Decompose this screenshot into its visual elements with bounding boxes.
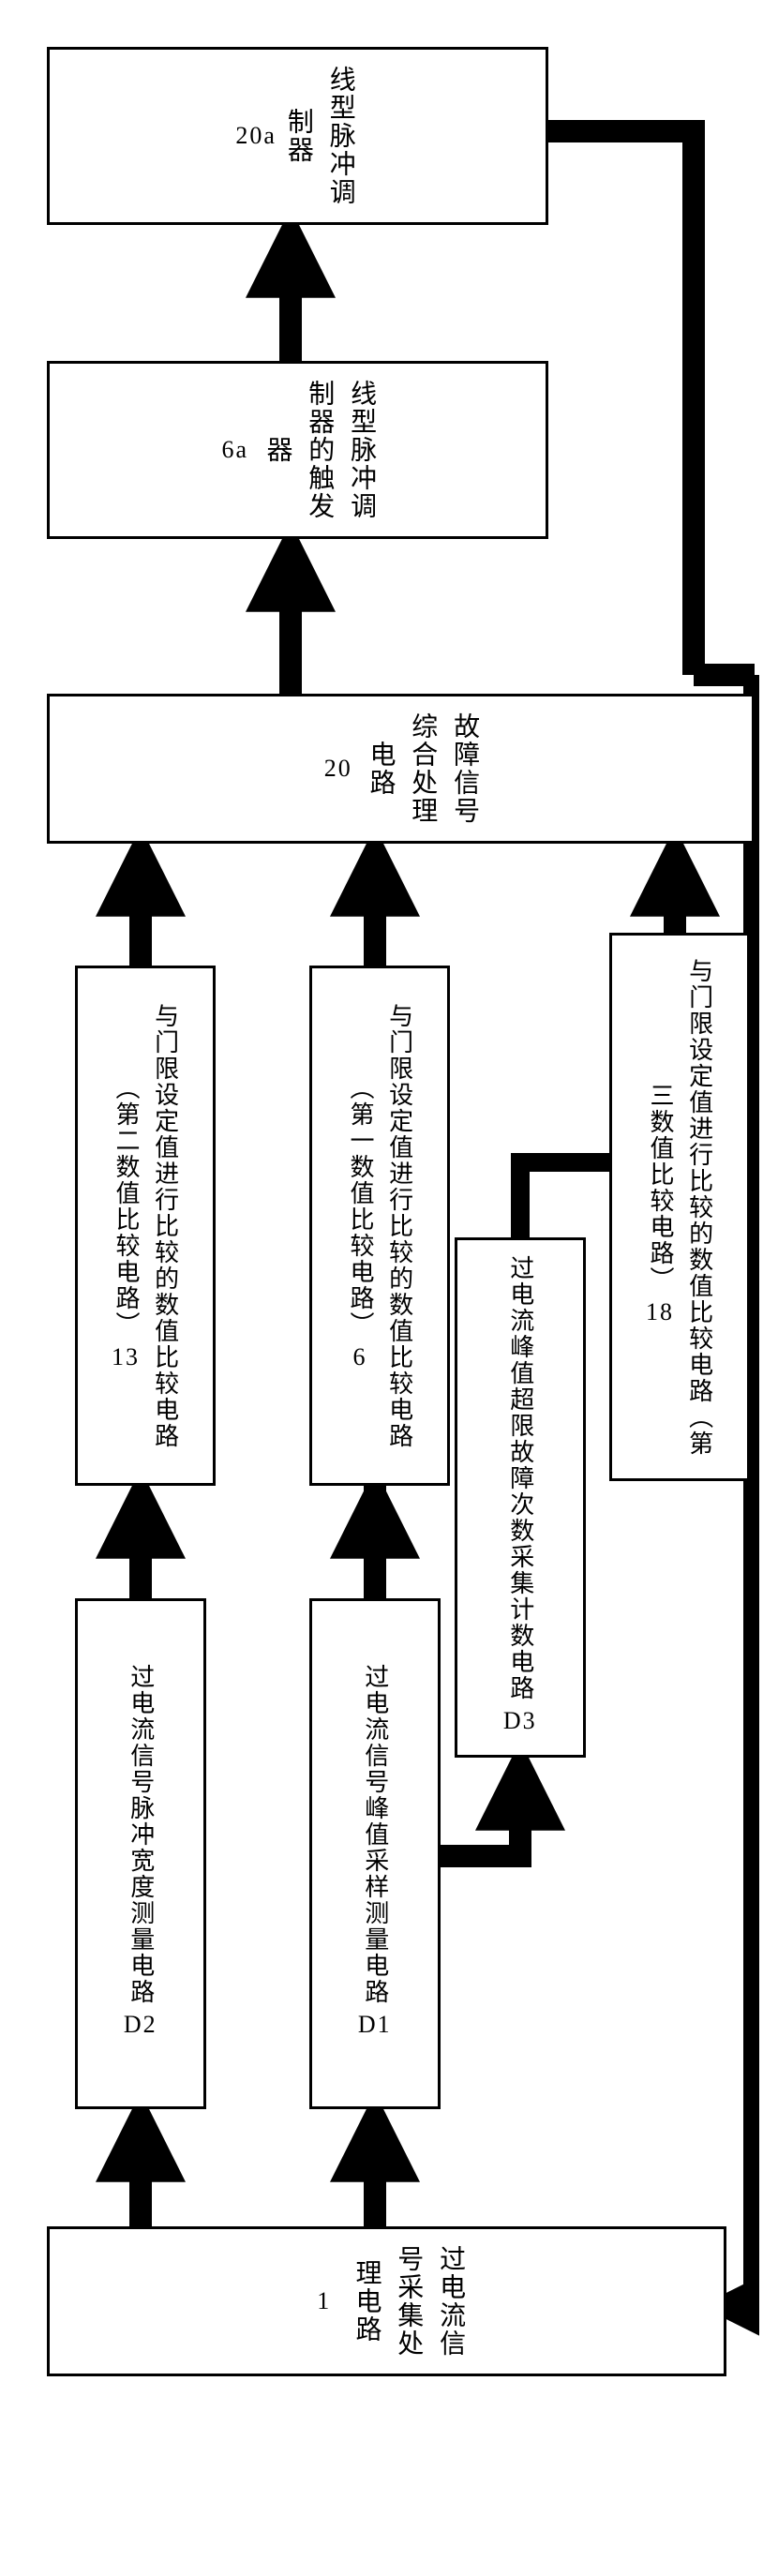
node-n8: 故障信号综合处理电路 20	[47, 694, 755, 844]
node-label: 过电流峰值超限故障次数采集计数电路	[507, 1255, 534, 1701]
node-label: 过电流信号采集处理电路	[352, 2245, 466, 2358]
node-n4: 与门限设定值进行比较的数值比较电路（第二数值比较电路）13	[75, 966, 216, 1486]
node-n6: 过电流峰值超限故障次数采集计数电路D3	[455, 1237, 586, 1758]
node-ref: D1	[358, 2005, 392, 2044]
node-label: 线型脉冲调制器	[284, 66, 355, 206]
node-ref: 13	[112, 1338, 140, 1377]
node-label: 与门限设定值进行比较的数值比较电路（第三数值比较电路）	[647, 958, 713, 1457]
node-n7: 与门限设定值进行比较的数值比较电路（第三数值比较电路）18	[609, 933, 750, 1481]
node-label: 过电流信号脉冲宽度测量电路	[127, 1664, 155, 2005]
node-ref: 6a	[221, 430, 248, 470]
flowchart-diagram: 线型脉冲调制器20a 线型脉冲调制器的触发器 6a 故障信号综合处理电路 20 与…	[19, 19, 759, 2557]
node-n2: 过电流信号脉冲宽度测量电路D2	[75, 1598, 206, 2109]
node-ref: 20	[324, 749, 352, 788]
node-label: 过电流信号峰值采样测量电路	[362, 1664, 389, 2005]
node-label: 与门限设定值进行比较的数值比较电路（第一数值比较电路）	[347, 1003, 413, 1449]
node-label: 故障信号综合处理电路	[367, 712, 480, 825]
node-ref: 6	[353, 1338, 367, 1377]
node-ref: D3	[503, 1701, 537, 1741]
node-n9: 线型脉冲调制器的触发器 6a	[47, 361, 548, 539]
node-label: 与门限设定值进行比较的数值比较电路（第二数值比较电路）	[112, 1003, 179, 1449]
node-ref: D2	[124, 2005, 157, 2044]
node-ref: 18	[646, 1293, 674, 1332]
node-n5: 与门限设定值进行比较的数值比较电路（第一数值比较电路）6	[309, 966, 450, 1486]
node-n10: 线型脉冲调制器20a	[47, 47, 548, 225]
node-n1: 过电流信号采集处理电路 1	[47, 2226, 726, 2376]
node-ref: 20a	[235, 116, 277, 156]
node-ref: 1	[317, 2282, 331, 2321]
node-label: 线型脉冲调制器的触发器	[263, 380, 377, 520]
node-n3: 过电流信号峰值采样测量电路D1	[309, 1598, 441, 2109]
